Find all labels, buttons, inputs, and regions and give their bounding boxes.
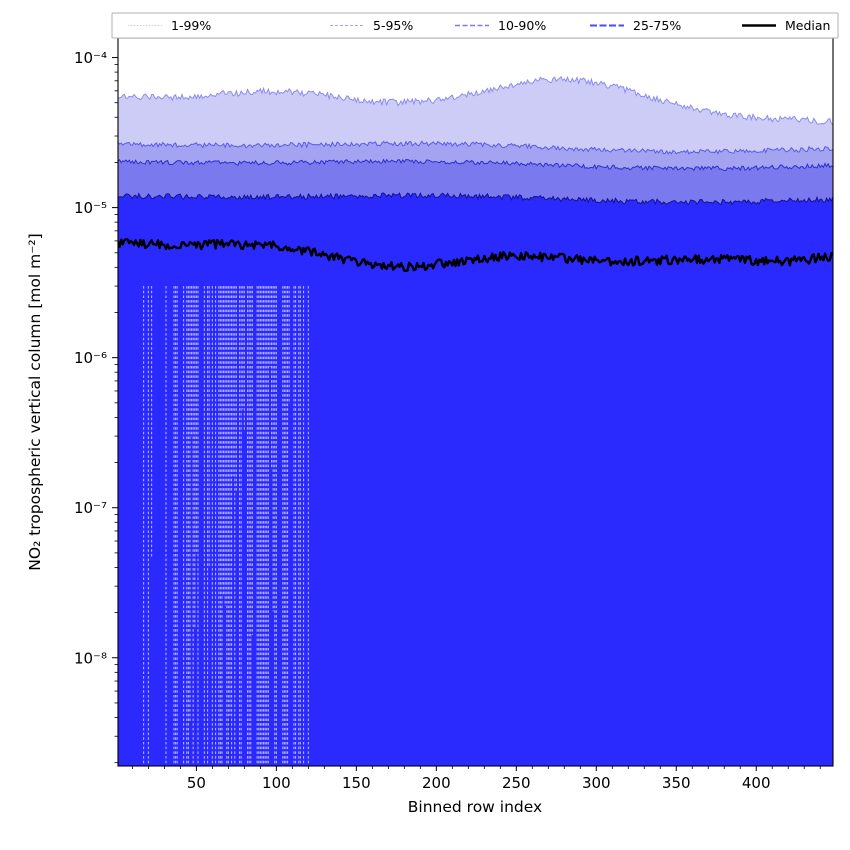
y-tick-label: 10⁻⁶: [74, 349, 107, 367]
edge-p75: [118, 192, 833, 206]
x-tick-label: 200: [422, 774, 451, 792]
data-layer: [118, 75, 833, 766]
legend-label-4: Median: [785, 18, 830, 33]
x-axis-title: Binned row index: [408, 798, 542, 816]
chart-legend: 1-99% 5-95% 10-90% 25-75% Median: [111, 12, 839, 39]
legend-label-2: 10-90%: [498, 18, 546, 33]
x-tick-label: 100: [262, 774, 291, 792]
band-25-75-fill: [118, 193, 833, 766]
y-tick-label: 10⁻⁴: [74, 49, 107, 67]
edge-p95: [118, 140, 833, 155]
median-line: [118, 237, 833, 272]
edge-p99: [118, 75, 833, 126]
x-tick-label: 400: [742, 774, 771, 792]
legend-label-3: 25-75%: [633, 18, 681, 33]
x-tick-label: 300: [582, 774, 611, 792]
x-axis-ticks: 50 100 150 200 250 300 350 400: [131, 766, 821, 792]
x-tick-label: 50: [187, 774, 206, 792]
y-axis-ticks: 10⁻⁴ 10⁻⁵ 10⁻⁶ 10⁻⁷ 10⁻⁸: [74, 49, 118, 764]
x-tick-label: 250: [502, 774, 531, 792]
legend-label-0: 1-99%: [171, 18, 211, 33]
legend-items: 1-99% 5-95% 10-90% 25-75% Median: [128, 18, 830, 33]
percentile-1-spikes: [143, 286, 309, 766]
x-tick-label: 350: [662, 774, 691, 792]
legend-label-1: 5-95%: [373, 18, 413, 33]
edge-p90: [118, 158, 833, 172]
x-tick-label: 150: [342, 774, 371, 792]
y-tick-label: 10⁻⁷: [74, 499, 107, 517]
y-axis-title: NO₂ tropospheric vertical column [mol m⁻…: [26, 233, 44, 570]
y-tick-label: 10⁻⁸: [74, 649, 107, 667]
y-tick-label: 10⁻⁵: [74, 199, 107, 217]
